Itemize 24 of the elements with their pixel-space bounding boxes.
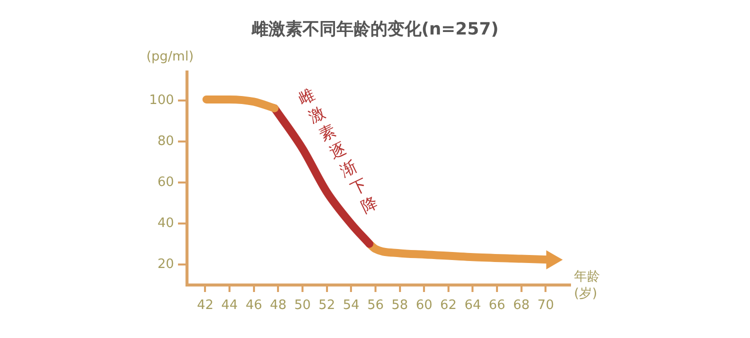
x-axis-title: 年龄 (岁) [574, 269, 600, 302]
x-tick-label: 60 [416, 298, 432, 314]
y-axis-title: (pg/ml) [146, 49, 194, 64]
x-tick-label: 50 [294, 298, 311, 314]
x-tick-label: 52 [318, 298, 336, 314]
x-tick-label: 70 [537, 298, 554, 314]
x-tick-label: 68 [513, 298, 530, 314]
y-tick-label: 100 [149, 93, 174, 108]
x-tick-label: 64 [464, 298, 482, 314]
y-tick-label: 80 [157, 134, 174, 150]
x-tick-label: 56 [367, 298, 384, 314]
x-tick-label: 48 [270, 298, 286, 314]
x-tick-label: 46 [246, 298, 262, 314]
y-tick-label: 40 [157, 216, 174, 231]
y-tick-label: 60 [157, 174, 174, 190]
y-tick-label: 20 [157, 256, 174, 272]
x-tick-label: 58 [392, 298, 408, 314]
annotation: 雌激素逐渐下降 [295, 84, 381, 217]
x-tick-label: 62 [440, 298, 457, 314]
x-tick-label: 44 [221, 298, 238, 314]
chart-title: 雌激素不同年龄的变化(n=257) [250, 19, 499, 40]
x-tick-label: 66 [488, 298, 506, 314]
x-tick-label: 54 [342, 298, 360, 314]
x-tick-label: 42 [196, 298, 214, 314]
